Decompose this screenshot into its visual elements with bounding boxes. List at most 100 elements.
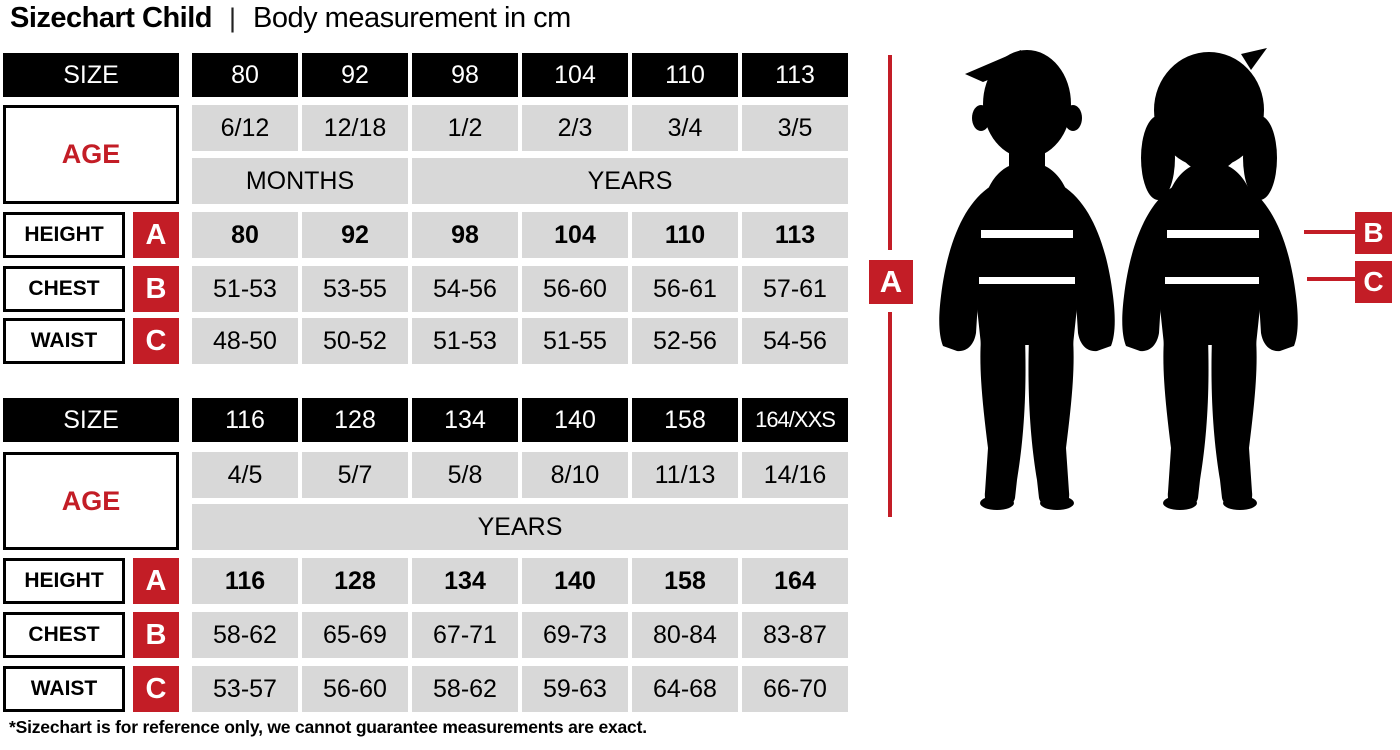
size-cell: 116 — [192, 398, 298, 442]
size-values-row: 116 128 134 140 158 164/XXS — [192, 398, 848, 442]
height-cell: 80 — [192, 212, 298, 258]
chest-values-row: 58-62 65-69 67-71 69-73 80-84 83-87 — [192, 612, 848, 658]
age-cell: 4/5 — [192, 452, 298, 498]
height-row-header: HEIGHT — [3, 212, 125, 258]
height-values-row: 80 92 98 104 110 113 — [192, 212, 848, 258]
age-cell: 5/7 — [302, 452, 408, 498]
chest-cell: 58-62 — [192, 612, 298, 658]
chest-cell: 69-73 — [522, 612, 628, 658]
age-units-row: MONTHS YEARS — [192, 158, 848, 204]
height-cell: 104 — [522, 212, 628, 258]
waist-cell: 66-70 — [742, 666, 848, 712]
size-cell: 110 — [632, 53, 738, 97]
waist-cell: 51-55 — [522, 318, 628, 364]
age-cell: 2/3 — [522, 105, 628, 151]
waist-cell: 50-52 — [302, 318, 408, 364]
boy-silhouette — [939, 50, 1115, 510]
letter-a-key: A — [133, 212, 179, 258]
size-cell: 128 — [302, 398, 408, 442]
chest-row-header: CHEST — [3, 612, 125, 658]
figure-label-b: B — [1355, 212, 1392, 254]
height-row-header: HEIGHT — [3, 558, 125, 604]
waist-values-row: 48-50 50-52 51-53 51-55 52-56 54-56 — [192, 318, 848, 364]
height-cell: 110 — [632, 212, 738, 258]
height-values-row: 116 128 134 140 158 164 — [192, 558, 848, 604]
years-span: YEARS — [192, 504, 848, 550]
height-cell: 134 — [412, 558, 518, 604]
child-silhouettes-illustration — [939, 48, 1298, 510]
chest-values-row: 51-53 53-55 54-56 56-60 56-61 57-61 — [192, 266, 848, 312]
age-cell: 14/16 — [742, 452, 848, 498]
waist-cell: 59-63 — [522, 666, 628, 712]
chest-measure-line — [1304, 230, 1355, 234]
title-separator: | — [229, 2, 237, 33]
chest-cell: 56-61 — [632, 266, 738, 312]
age-values-row: 4/5 5/7 5/8 8/10 11/13 14/16 — [192, 452, 848, 498]
disclaimer-text: *Sizechart is for reference only, we can… — [9, 717, 647, 737]
height-cell: 113 — [742, 212, 848, 258]
waist-cell: 48-50 — [192, 318, 298, 364]
height-cell: 140 — [522, 558, 628, 604]
chest-cell: 83-87 — [742, 612, 848, 658]
height-cell: 98 — [412, 212, 518, 258]
size-values-row: 80 92 98 104 110 113 — [192, 53, 848, 97]
chest-cell: 53-55 — [302, 266, 408, 312]
letter-b-key: B — [133, 612, 179, 658]
age-cell: 11/13 — [632, 452, 738, 498]
height-cell: 92 — [302, 212, 408, 258]
chest-cell: 54-56 — [412, 266, 518, 312]
size-row-header: SIZE — [3, 398, 179, 442]
age-cell: 6/12 — [192, 105, 298, 151]
waist-row-header: WAIST — [3, 666, 125, 712]
chest-row-header: CHEST — [3, 266, 125, 312]
chest-cell: 51-53 — [192, 266, 298, 312]
chest-cell: 56-60 — [522, 266, 628, 312]
age-cell: 3/5 — [742, 105, 848, 151]
size-cell: 140 — [522, 398, 628, 442]
letter-b-key: B — [133, 266, 179, 312]
months-span: MONTHS — [192, 158, 408, 204]
size-cell: 80 — [192, 53, 298, 97]
chest-cell: 65-69 — [302, 612, 408, 658]
size-cell: 134 — [412, 398, 518, 442]
figure-label-c: C — [1355, 261, 1392, 303]
size-row-header: SIZE — [3, 53, 179, 97]
page-title: Sizechart Child | Body measurement in cm — [10, 1, 571, 35]
size-cell: 158 — [632, 398, 738, 442]
waist-cell: 64-68 — [632, 666, 738, 712]
age-values-row: 6/12 12/18 1/2 2/3 3/4 3/5 — [192, 105, 848, 151]
figure-label-a: A — [869, 260, 913, 304]
waist-cell: 56-60 — [302, 666, 408, 712]
size-cell: 104 — [522, 53, 628, 97]
years-span: YEARS — [412, 158, 848, 204]
size-cell: 92 — [302, 53, 408, 97]
chest-cell: 67-71 — [412, 612, 518, 658]
waist-values-row: 53-57 56-60 58-62 59-63 64-68 66-70 — [192, 666, 848, 712]
chest-cell: 80-84 — [632, 612, 738, 658]
letter-a-key: A — [133, 558, 179, 604]
waist-cell: 51-53 — [412, 318, 518, 364]
age-cell: 12/18 — [302, 105, 408, 151]
height-cell: 116 — [192, 558, 298, 604]
waist-measure-line — [1307, 277, 1355, 281]
size-table-large: SIZE AGE HEIGHT A CHEST B WAIST C 116 12… — [0, 398, 860, 712]
age-units-row: YEARS — [192, 504, 848, 550]
waist-cell: 54-56 — [742, 318, 848, 364]
title-subtitle: Body measurement in cm — [253, 1, 571, 34]
age-row-header: AGE — [3, 452, 179, 550]
age-cell: 8/10 — [522, 452, 628, 498]
size-cell: 164/XXS — [742, 398, 848, 442]
age-cell: 3/4 — [632, 105, 738, 151]
girl-silhouette — [1122, 48, 1298, 510]
title-main: Sizechart Child — [10, 1, 213, 34]
age-row-header: AGE — [3, 105, 179, 204]
waist-cell: 52-56 — [632, 318, 738, 364]
age-cell: 1/2 — [412, 105, 518, 151]
age-cell: 5/8 — [412, 452, 518, 498]
height-cell: 164 — [742, 558, 848, 604]
height-cell: 128 — [302, 558, 408, 604]
waist-cell: 58-62 — [412, 666, 518, 712]
waist-cell: 53-57 — [192, 666, 298, 712]
height-cell: 158 — [632, 558, 738, 604]
